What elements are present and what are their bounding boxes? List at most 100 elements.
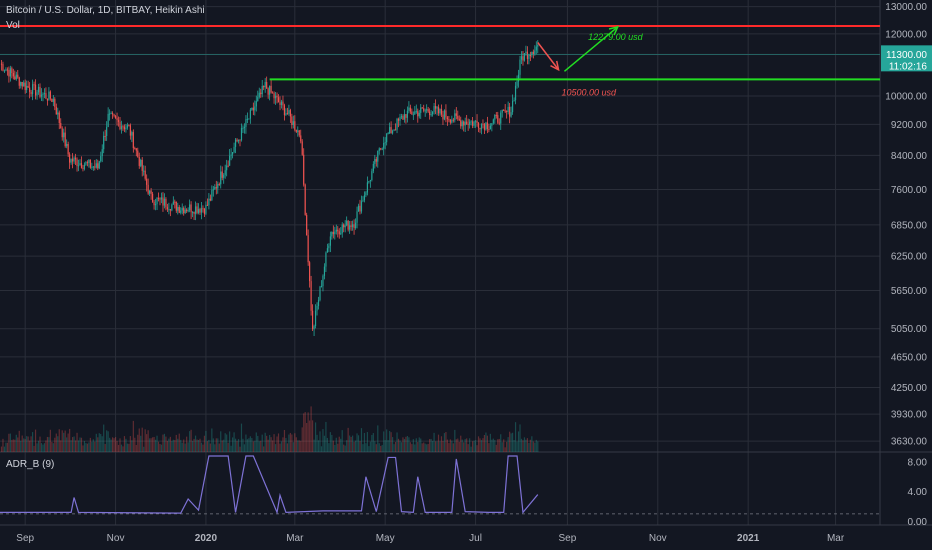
candle-body [137,150,139,157]
volume-bar [312,420,314,452]
volume-bar [433,432,435,452]
candle-body [218,184,220,186]
candle-body [509,106,511,117]
volume-bar [82,445,84,452]
volume-bar [405,436,407,452]
candle-body [457,115,459,119]
candle-body [363,195,366,201]
volume-bar [109,437,111,452]
candle-body [383,142,385,149]
volume-bar [503,439,505,452]
candle-body [230,154,232,156]
candle-body [443,110,446,120]
volume-bar [209,443,211,452]
volume-bar [430,438,432,452]
candle-body [203,208,206,214]
candle-body [117,120,120,122]
volume-bar [506,441,508,452]
volume-bar [5,442,7,452]
volume-bar [177,438,179,452]
volume-bar [46,436,48,452]
candle-body [226,165,228,171]
volume-bar [495,444,497,452]
volume-bar [316,434,318,452]
volume-bar [77,440,80,452]
volume-bar [310,406,312,452]
volume-bar [146,434,148,452]
candle-body [323,266,326,276]
candle-body [273,93,275,99]
volume-bar [128,443,130,452]
candle-body [258,92,260,98]
candle-body [409,107,411,112]
candle-body [240,128,243,141]
candle-body [403,114,406,120]
volume-bar [507,437,509,452]
volume-bar [464,439,466,452]
volume-bar [513,439,515,452]
volume-bar [239,446,241,452]
volume-bar [193,438,195,452]
candle-body [472,121,474,126]
price-tick-label: 9200.00 [891,120,928,131]
candle-body [529,54,531,56]
candle-body [215,187,217,189]
candle-body [43,93,46,95]
volume-bar [501,442,503,452]
volume-bar [0,446,3,452]
volume-bar [97,437,99,452]
volume-bar [500,434,502,452]
candle-body [476,120,478,124]
candle-body [86,162,88,164]
volume-bar [107,431,109,452]
candle-body [534,50,536,55]
volume-bar [352,435,354,452]
volume-bar [509,431,511,452]
candle-body [337,229,339,232]
volume-bar [86,443,88,452]
candle-body [426,109,428,111]
candle-body [33,84,35,86]
volume-bar [392,437,394,452]
candle-body [298,130,300,136]
candle-body [326,248,328,253]
price-tick-label: 3930.00 [891,410,928,421]
volume-bar [6,442,8,452]
candle-body [112,113,114,115]
candle-body [313,326,315,330]
candle-body [522,56,524,61]
volume-bar [350,436,352,452]
candle-body [350,225,352,227]
candle-body [255,101,257,107]
candle-body [103,135,105,150]
candle-body [384,142,386,144]
time-tick-label: Nov [649,533,667,544]
candle-body [432,111,434,115]
volume-bar [497,439,499,452]
volume-bar [359,441,361,452]
candle-body [6,69,8,71]
countdown-label: 11:02:16 [889,61,928,72]
candle-body [312,310,314,330]
volume-bar [2,438,4,452]
candle-body [46,98,48,101]
candle-body [489,125,491,130]
volume-bar [446,439,448,452]
volume-bar [236,441,238,452]
volume-bar [61,430,63,452]
candle-body [169,209,171,211]
candle-body [368,181,370,183]
candle-body [331,231,333,237]
candle-body [362,200,364,202]
candle-body [449,119,451,123]
candle-body [357,205,360,212]
volume-bar [270,437,272,452]
candle-body [144,170,146,179]
volume-bar [289,432,291,452]
volume-bar [525,439,527,452]
time-tick-label: 2021 [737,533,760,544]
candle-body [406,110,408,118]
price-tick-label: 5650.00 [891,286,928,297]
adr-tick-label: 8.00 [908,457,928,468]
